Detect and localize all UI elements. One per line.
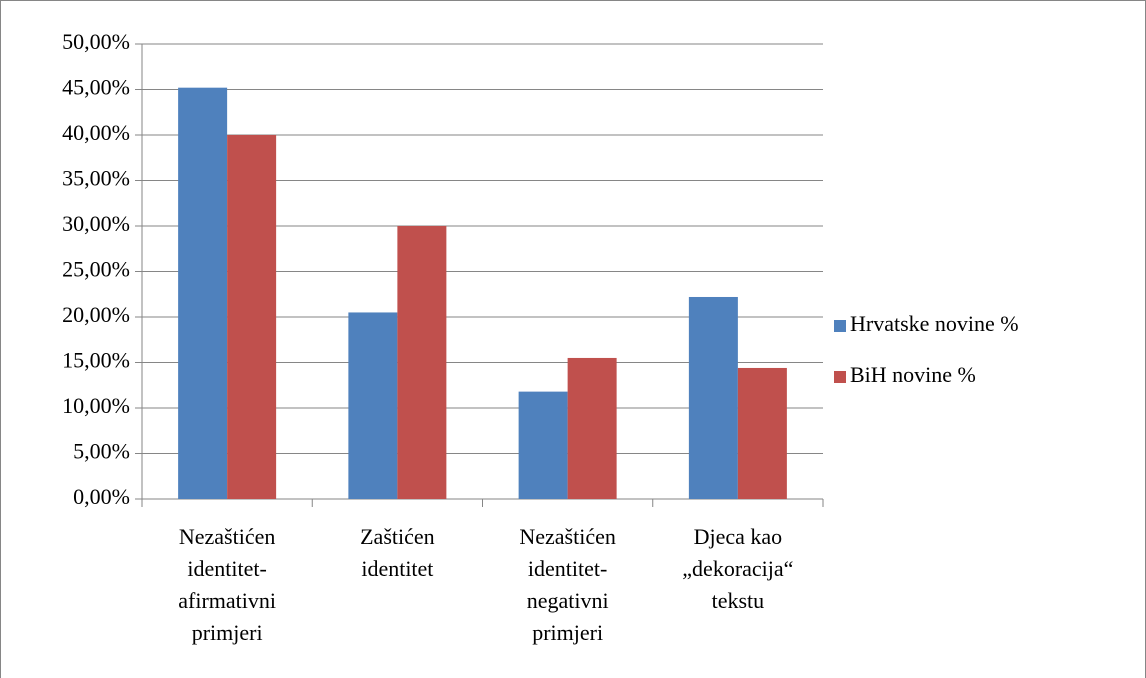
- x-tick-label: Nezaštićen identitet-negativni primjeri: [519, 524, 616, 645]
- bar: [178, 87, 228, 500]
- bar: [348, 312, 398, 499]
- y-tick-label: 30,00%: [62, 211, 130, 236]
- bar: [737, 367, 787, 499]
- bar: [688, 296, 738, 499]
- bar: [227, 135, 277, 499]
- y-tick-label: 20,00%: [62, 302, 130, 327]
- y-tick-label: 50,00%: [62, 29, 130, 54]
- bar: [397, 226, 447, 499]
- y-tick-label: 10,00%: [62, 393, 130, 418]
- bar: [518, 391, 568, 499]
- x-tick-label: Zaštićen identitet: [360, 524, 435, 581]
- y-tick-label: 15,00%: [62, 348, 130, 373]
- y-tick-label: 35,00%: [62, 166, 130, 191]
- y-tick-label: 25,00%: [62, 257, 130, 282]
- legend-swatch: [834, 320, 846, 332]
- y-tick-label: 45,00%: [62, 75, 130, 100]
- y-tick-label: 40,00%: [62, 120, 130, 145]
- x-tick-label: Djeca kao „dekoracija“ tekstu: [682, 524, 794, 613]
- legend-label: BiH novine %: [850, 362, 976, 387]
- legend-label: Hrvatske novine %: [850, 311, 1019, 336]
- y-tick-label: 5,00%: [73, 439, 130, 464]
- legend-swatch: [834, 371, 846, 383]
- bar: [567, 357, 617, 499]
- y-tick-label: 0,00%: [73, 484, 130, 509]
- x-tick-label: Nezaštićen identitet-afirmativni primjer…: [178, 524, 276, 645]
